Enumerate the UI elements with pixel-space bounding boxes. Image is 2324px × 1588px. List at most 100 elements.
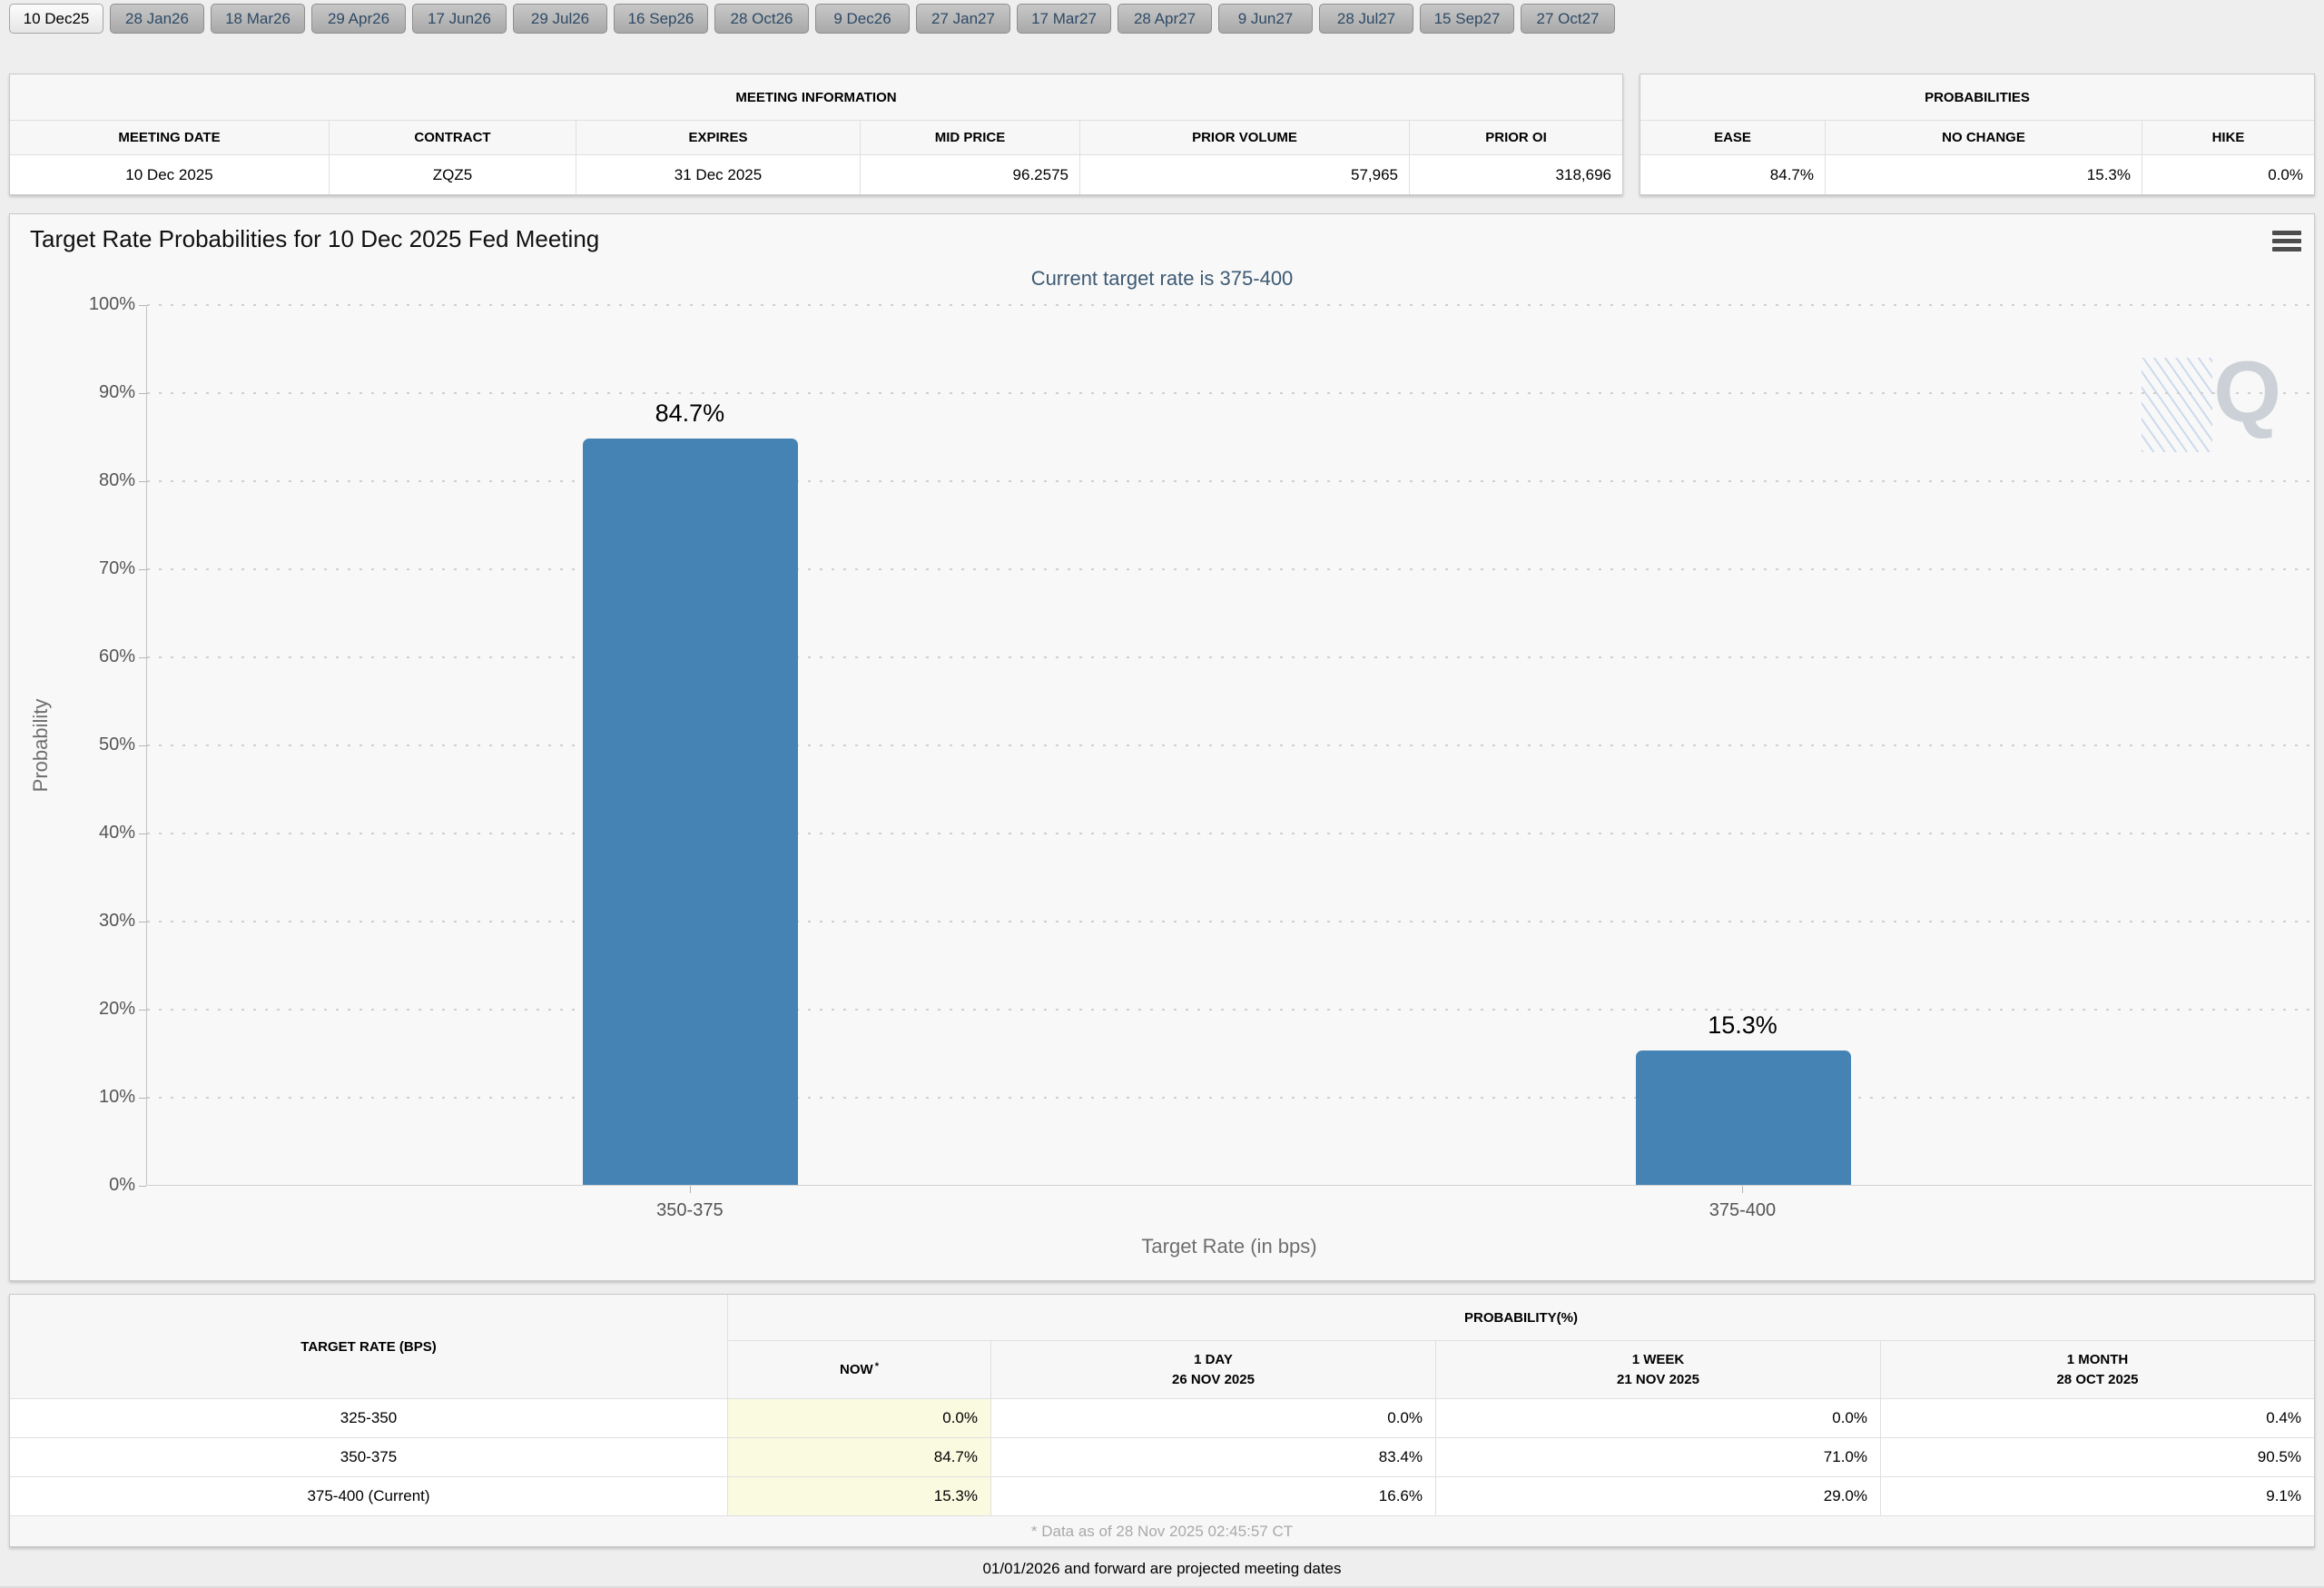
tab-18-mar26[interactable]: 18 Mar26: [211, 4, 305, 34]
history-value-325-350-col2: 0.0%: [990, 1398, 1435, 1437]
history-value-350-375-col3: 71.0%: [1435, 1437, 1880, 1476]
tab-10-dec25[interactable]: 10 Dec25: [9, 4, 103, 34]
history-subheader-now: NOW *: [727, 1340, 990, 1398]
x-tick-label-350-375: 350-375: [656, 1200, 724, 1220]
y-tick-0: [139, 1186, 146, 1187]
meeting-info-value-meeting-date: 10 Dec 2025: [10, 154, 329, 194]
gridline-50: [147, 745, 2312, 746]
meeting-info-value-expires: 31 Dec 2025: [576, 154, 860, 194]
tab-17-mar27[interactable]: 17 Mar27: [1017, 4, 1111, 34]
tab-9-jun27[interactable]: 9 Jun27: [1218, 4, 1313, 34]
chart-menu-hamburger-icon[interactable]: [2272, 231, 2301, 255]
history-value-375-400-current-col3: 29.0%: [1435, 1476, 1880, 1515]
y-tick-90: [139, 393, 146, 394]
bar-value-label-375-400: 15.3%: [1708, 1011, 1777, 1039]
x-axis-title: Target Rate (in bps): [1141, 1235, 1317, 1258]
bar-350-375[interactable]: [583, 439, 799, 1185]
x-tick-350-375: [689, 1186, 691, 1193]
history-subheader-1-day: 1 DAY 26 NOV 2025: [990, 1340, 1435, 1398]
probabilities-header-hike: HIKE: [2142, 120, 2314, 154]
history-value-350-375-col4: 90.5%: [1880, 1437, 2314, 1476]
tab-28-jan26[interactable]: 28 Jan26: [110, 4, 204, 34]
x-tick-375-400: [1742, 1186, 1744, 1193]
history-rate-375-400-current: 375-400 (Current): [10, 1476, 727, 1515]
meeting-info-header-prior-oi: PRIOR OI: [1409, 120, 1622, 154]
meeting-date-tabs: 10 Dec25 28 Jan26 18 Mar26 29 Apr26 17 Jun26…: [9, 4, 2315, 34]
history-rate-325-350: 325-350: [10, 1398, 727, 1437]
y-tick-40: [139, 833, 146, 834]
gridline-100: [147, 304, 2312, 306]
probabilities-panel: PROBABILITIES EASE NO CHANGE HIKE 84.7% 15.…: [1640, 74, 2315, 195]
meeting-info-header-meeting-date: MEETING DATE: [10, 120, 329, 154]
y-tick-label-60: 60%: [98, 646, 135, 666]
tab-29-apr26[interactable]: 29 Apr26: [311, 4, 406, 34]
probabilities-header-ease: EASE: [1640, 120, 1825, 154]
tab-16-sep26[interactable]: 16 Sep26: [614, 4, 708, 34]
watermark-logo: Q: [2213, 343, 2281, 440]
gridline-40: [147, 833, 2312, 834]
top-tables: MEETING INFORMATION MEETING DATE CONTRACT…: [9, 74, 2315, 195]
probabilities-title: PROBABILITIES: [1925, 89, 2030, 105]
tab-17-jun26[interactable]: 17 Jun26: [412, 4, 507, 34]
history-value-325-350-col1: 0.0%: [727, 1398, 990, 1437]
tab-9-dec26[interactable]: 9 Dec26: [815, 4, 910, 34]
x-tick-label-375-400: 375-400: [1709, 1200, 1777, 1220]
chart-title: Target Rate Probabilities for 10 Dec 202…: [30, 225, 600, 252]
y-tick-80: [139, 481, 146, 482]
chart-subtitle: Current target rate is 375-400: [1030, 267, 1294, 290]
history-value-325-350-col4: 0.4%: [1880, 1398, 2314, 1437]
history-col-target-rate-header: TARGET RATE (BPS): [300, 1338, 437, 1355]
history-value-375-400-current-col1: 15.3%: [727, 1476, 990, 1515]
tab-29-jul26[interactable]: 29 Jul26: [513, 4, 607, 34]
probabilities-header-row: EASE NO CHANGE HIKE: [1640, 120, 2314, 154]
y-tick-label-0: 0%: [109, 1175, 135, 1195]
history-value-350-375-col2: 83.4%: [990, 1437, 1435, 1476]
tab-27-oct27[interactable]: 27 Oct27: [1521, 4, 1615, 34]
gridline-30: [147, 921, 2312, 922]
tab-28-jul27[interactable]: 28 Jul27: [1319, 4, 1413, 34]
y-tick-70: [139, 569, 146, 570]
meeting-info-value-prior-volume: 57,965: [1079, 154, 1409, 194]
probabilities-value-ease: 84.7%: [1640, 154, 1825, 194]
meeting-info-value-mid-price: 96.2575: [860, 154, 1079, 194]
y-tick-label-80: 80%: [98, 470, 135, 490]
tab-28-apr27[interactable]: 28 Apr27: [1118, 4, 1212, 34]
y-tick-50: [139, 745, 146, 746]
y-tick-label-70: 70%: [98, 558, 135, 578]
probabilities-value-no-change: 15.3%: [1825, 154, 2142, 194]
y-tick-60: [139, 657, 146, 658]
history-subheader-1-month: 1 MONTH 28 OCT 2025: [1880, 1340, 2314, 1398]
meeting-info-panel: MEETING INFORMATION MEETING DATE CONTRACT…: [9, 74, 1623, 195]
history-value-375-400-current-col4: 9.1%: [1880, 1476, 2314, 1515]
meeting-info-value-prior-oi: 318,696: [1409, 154, 1622, 194]
history-col-probability-header: PROBABILITY(%): [727, 1295, 2314, 1340]
gridline-90: [147, 392, 2312, 394]
y-tick-label-50: 50%: [98, 735, 135, 755]
history-table: TARGET RATE (BPS) PROBABILITY(%) * Data …: [9, 1294, 2315, 1547]
y-tick-100: [139, 305, 146, 306]
plot-area: [146, 304, 2312, 1186]
tab-15-sep27[interactable]: 15 Sep27: [1420, 4, 1514, 34]
meeting-info-header-row: MEETING DATE CONTRACT EXPIRES MID PRICE PRIO…: [10, 120, 1622, 154]
watermark-stripes: [2142, 358, 2212, 452]
history-rate-350-375: 350-375: [10, 1437, 727, 1476]
gridline-60: [147, 656, 2312, 658]
history-value-350-375-col1: 84.7%: [727, 1437, 990, 1476]
gridline-70: [147, 568, 2312, 570]
y-tick-label-40: 40%: [98, 823, 135, 843]
y-tick-label-30: 30%: [98, 911, 135, 931]
tab-27-jan27[interactable]: 27 Jan27: [916, 4, 1010, 34]
meeting-info-title: MEETING INFORMATION: [735, 89, 897, 105]
y-tick-label-20: 20%: [98, 999, 135, 1019]
meeting-info-header-prior-volume: PRIOR VOLUME: [1079, 120, 1409, 154]
y-tick-label-100: 100%: [88, 294, 135, 314]
meeting-info-value-contract: ZQZ5: [329, 154, 576, 194]
y-tick-label-10: 10%: [98, 1087, 135, 1107]
projected-dates-note: 01/01/2026 and forward are projected mee…: [982, 1560, 1342, 1577]
bar-375-400[interactable]: [1635, 1050, 1851, 1185]
y-tick-20: [139, 1010, 146, 1011]
tab-28-oct26[interactable]: 28 Oct26: [714, 4, 809, 34]
probabilities-header-no-change: NO CHANGE: [1825, 120, 2142, 154]
chart-panel: Target Rate Probabilities for 10 Dec 202…: [9, 213, 2315, 1281]
